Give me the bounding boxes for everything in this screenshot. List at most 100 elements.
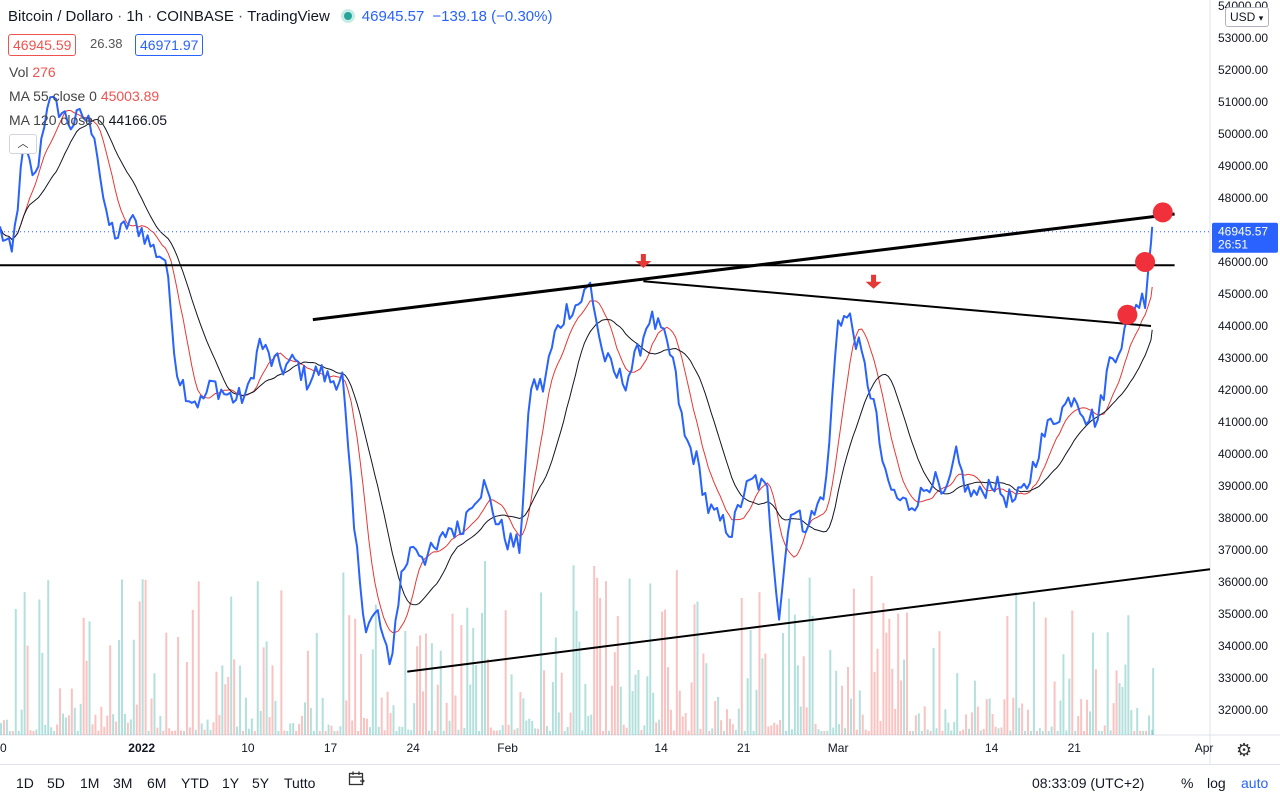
volume-bar <box>664 609 667 735</box>
volume-bar <box>826 730 829 735</box>
symbol-name[interactable]: Bitcoin / Dollaro <box>8 8 114 25</box>
volume-bar <box>256 581 259 735</box>
volume-bar <box>360 654 363 735</box>
volume-bar <box>702 653 705 735</box>
volume-bar <box>799 706 802 735</box>
volume-bar <box>303 702 306 735</box>
volume-bar <box>47 580 50 735</box>
ma120-label: MA 120 close 0 <box>9 112 105 128</box>
volume-bar <box>478 730 481 735</box>
y-tick-label: 39000.00 <box>1218 479 1268 493</box>
volume-bar <box>1015 592 1018 735</box>
auto-scale-button[interactable]: auto <box>1241 775 1269 791</box>
volume-bar <box>457 729 460 735</box>
volume-bar <box>749 629 752 735</box>
exchange: COINBASE <box>156 8 234 25</box>
legend-ma55[interactable]: MA 55 close 0 45003.89 <box>9 88 159 104</box>
volume-bar <box>286 731 289 735</box>
volume-bar <box>312 731 315 735</box>
volume-bar <box>1091 632 1094 735</box>
volume-bar <box>696 601 699 735</box>
clock-timezone[interactable]: 08:33:09 (UTC+2) <box>1032 775 1145 791</box>
range-1y[interactable]: 1Y <box>222 775 240 791</box>
log-scale-button[interactable]: log <box>1207 775 1226 791</box>
legend-ma120[interactable]: MA 120 close 0 44166.05 <box>9 112 167 128</box>
volume-bar <box>643 725 646 735</box>
volume-bar <box>206 719 209 735</box>
legend-volume[interactable]: Vol 276 <box>9 64 56 80</box>
volume-bar <box>1097 730 1100 735</box>
volume-bar <box>817 729 820 735</box>
volume-bar <box>731 724 734 735</box>
volume-bar <box>982 728 985 735</box>
volume-bar <box>776 724 779 735</box>
volume-bar <box>106 715 109 735</box>
collapse-legend-button[interactable]: ︿ <box>9 134 37 154</box>
volume-bar <box>242 730 244 735</box>
volume-bar <box>115 721 118 735</box>
range-5d[interactable]: 5D <box>47 775 65 791</box>
volume-bar <box>233 659 236 735</box>
volume-bar <box>1100 730 1103 735</box>
breakout-marker <box>1135 252 1156 272</box>
volume-bar <box>1080 699 1083 735</box>
volume-bar <box>666 667 669 735</box>
interval[interactable]: 1h <box>126 8 144 25</box>
volume-bar <box>838 724 841 735</box>
volume-bar <box>658 719 661 735</box>
range-ytd[interactable]: YTD <box>181 775 209 791</box>
volume-bar <box>634 674 637 735</box>
volume-bar <box>53 730 56 735</box>
volume-bar <box>723 730 726 735</box>
buy-price-button[interactable]: 46971.97 <box>135 34 204 56</box>
range-1m[interactable]: 1M <box>80 775 100 791</box>
volume-bar <box>610 685 613 735</box>
volume-bar <box>973 680 976 735</box>
volume-bar <box>805 707 808 735</box>
volume-bar <box>268 717 271 735</box>
volume-bar <box>678 690 681 735</box>
volume-bar <box>841 685 844 735</box>
sell-price-button[interactable]: 46945.59 <box>8 34 77 56</box>
volume-bar <box>200 723 203 735</box>
volume-bar <box>363 717 365 735</box>
volume-bar <box>109 645 112 735</box>
volume-label: Vol <box>9 64 29 80</box>
volume-bar <box>873 671 876 735</box>
x-tick-label: 14 <box>654 741 668 755</box>
volume-bar <box>23 592 26 735</box>
volume-bar <box>997 728 1000 735</box>
range-6m[interactable]: 6M <box>147 775 167 791</box>
volume-bar <box>672 730 675 735</box>
volume-bar <box>785 730 788 735</box>
volume-bar <box>566 727 569 735</box>
volume-bar <box>761 658 764 735</box>
volume-bar <box>0 723 2 735</box>
percent-scale-button[interactable]: % <box>1181 775 1194 791</box>
volume-bar <box>451 613 454 735</box>
volume-bar <box>501 725 504 735</box>
volume-bar <box>979 730 982 735</box>
volume-bar <box>752 730 755 735</box>
volume-bar <box>135 704 138 735</box>
currency-select[interactable]: USD ▾ <box>1225 7 1269 27</box>
volume-bar <box>253 730 256 735</box>
bottom-toolbar: 1D 5D 1M 3M 6M YTD 1Y 5Y Tutto 08:33:09 … <box>0 764 1280 801</box>
range-5y[interactable]: 5Y <box>252 775 270 791</box>
range-3m[interactable]: 3M <box>113 775 133 791</box>
volume-bar <box>994 726 997 735</box>
x-tick-label: 2022 <box>128 741 155 755</box>
range-all[interactable]: Tutto <box>284 775 316 791</box>
range-1d[interactable]: 1D <box>16 775 34 791</box>
y-tick-label: 51000.00 <box>1218 95 1268 109</box>
volume-bar <box>262 647 265 735</box>
volume-bar <box>35 729 38 735</box>
settings-gear-icon[interactable]: ⚙ <box>1236 740 1253 760</box>
volume-bar <box>737 708 740 735</box>
volume-bar <box>852 588 855 735</box>
volume-bar <box>829 650 832 735</box>
volume-bar <box>123 713 126 735</box>
volume-bar <box>244 697 247 735</box>
date-range-calendar-icon[interactable] <box>348 771 366 787</box>
